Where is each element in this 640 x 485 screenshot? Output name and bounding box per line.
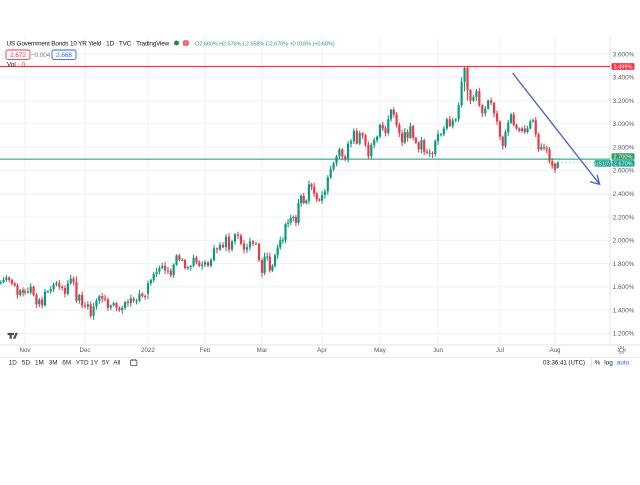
svg-text:Apr: Apr [317,347,327,354]
svg-text:2.670%: 2.670% [614,161,633,167]
svg-text:May: May [374,347,387,354]
svg-text:US10Y: US10Y [595,161,612,167]
svg-text:Dec: Dec [79,347,90,354]
svg-text:3.000%: 3.000% [613,121,635,128]
svg-text:1M: 1M [35,360,44,367]
svg-text:Aug: Aug [549,347,561,354]
svg-text:−0.004: −0.004 [31,52,51,59]
svg-text:Vol ·: Vol · [7,62,20,69]
svg-text:5D: 5D [22,360,31,367]
svg-text:1.600%: 1.600% [613,284,635,291]
svg-text:6M: 6M [62,360,71,367]
svg-text:2.000%: 2.000% [613,238,635,245]
svg-text:2.672: 2.672 [10,52,26,59]
svg-text:1D: 1D [9,360,18,367]
svg-text:2.400%: 2.400% [613,191,635,198]
svg-text:3M: 3M [49,360,58,367]
svg-text:2.600%: 2.600% [613,168,635,175]
svg-text:5Y: 5Y [102,360,111,367]
svg-text:auto: auto [617,360,630,367]
svg-text:1.200%: 1.200% [613,331,635,338]
svg-text:3.600%: 3.600% [613,51,635,58]
svg-text:2.800%: 2.800% [613,144,635,151]
svg-text:Mar: Mar [257,347,268,354]
svg-text:3.200%: 3.200% [613,98,635,105]
svg-text:All: All [113,360,120,367]
svg-text:2.200%: 2.200% [613,214,635,221]
svg-text:YTD: YTD [76,360,89,367]
svg-text:US Government Bonds 10 YR Yiel: US Government Bonds 10 YR Yield · 1D · T… [7,41,170,48]
svg-text:2.668: 2.668 [56,52,72,59]
svg-text:3.400%: 3.400% [613,75,635,82]
svg-text:Jul: Jul [496,347,504,354]
svg-text:0: 0 [22,62,26,69]
svg-text:Jun: Jun [433,347,444,354]
svg-text:2.700%: 2.700% [614,155,633,161]
svg-text:%: % [595,360,601,367]
svg-text:2022: 2022 [141,347,155,354]
svg-text:log: log [604,360,613,367]
svg-text:O2.660% H2.676% L2.658% C2.670: O2.660% H2.676% L2.658% C2.670% +0.016% … [195,41,335,47]
svg-text:3.499%: 3.499% [614,65,633,71]
svg-text:Nov: Nov [19,347,31,354]
svg-text:1.800%: 1.800% [613,261,635,268]
svg-text:Feb: Feb [200,347,211,354]
svg-text:03:36:41 (UTC): 03:36:41 (UTC) [543,360,585,367]
svg-text:1Y: 1Y [90,360,99,367]
svg-text:1.400%: 1.400% [613,307,635,314]
